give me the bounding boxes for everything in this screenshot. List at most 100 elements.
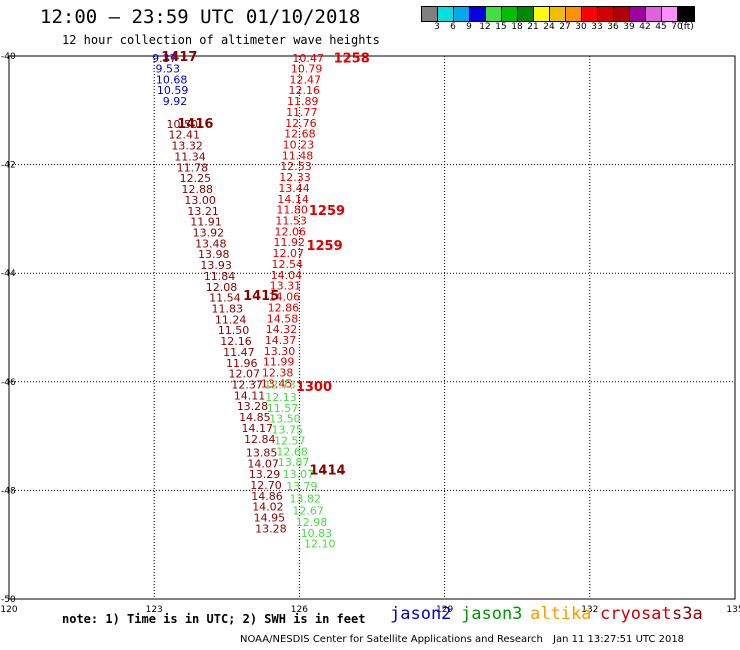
chart-title: 12:00 – 23:59 UTC 01/10/2018: [40, 6, 361, 28]
wave-height-value: 10.23: [283, 139, 315, 152]
wave-height-value: 14.04: [271, 269, 303, 282]
wave-height-value: 13.98: [198, 248, 230, 261]
longitude-tick-label: 132: [581, 605, 598, 615]
wave-height-value: 12.76: [285, 117, 317, 130]
footer-note: note: 1) Time is in UTC; 2) SWH is in fe…: [62, 612, 366, 626]
wave-height-value: 12.67: [292, 504, 324, 517]
color-swatch: [646, 7, 662, 21]
wave-height-value: 12.57: [274, 434, 306, 447]
wave-height-value: 10.79: [291, 62, 323, 75]
legend-cryosat: cryosat: [600, 604, 672, 624]
wave-height-value: 14.06: [269, 291, 301, 304]
color-scale-label: 27: [559, 22, 571, 32]
pass-time-label: 1417: [161, 50, 197, 65]
wave-height-value: 10.50: [167, 118, 199, 131]
wave-height-value: 11.34: [174, 150, 206, 163]
wave-height-value: 11.80: [276, 204, 308, 217]
longitude-tick-label: 129: [436, 605, 453, 615]
color-swatch: [662, 7, 678, 21]
color-swatch: [550, 7, 566, 21]
wave-height-value: 13.82: [289, 493, 321, 506]
color-swatch: [598, 7, 614, 21]
plot-frame: [8, 55, 736, 600]
latitude-tick-label: -48: [1, 486, 16, 496]
wave-height-value: 13.50: [269, 413, 301, 426]
wave-height-value: 14.86: [251, 490, 283, 503]
wave-height-value: 12.10: [304, 538, 336, 551]
pass-time-label: 1300: [296, 380, 332, 395]
wave-height-value: 11.77: [286, 106, 318, 119]
wave-height-value: 12.06: [274, 225, 306, 238]
wave-height-value: 14.58: [267, 312, 299, 325]
wave-height-value: 11.91: [190, 216, 222, 229]
wave-height-value: 13.32: [171, 140, 203, 153]
wave-height-value: 13.93: [200, 259, 232, 272]
color-scale-label: 24: [543, 22, 555, 32]
color-swatch: [582, 7, 598, 21]
wave-height-value: 14.85: [239, 411, 271, 424]
pass-time-label: 1416: [177, 117, 213, 132]
wave-height-value: 11.89: [287, 95, 319, 108]
legend-jason3: jason3: [461, 604, 523, 624]
wave-height-value: 11.24: [215, 313, 247, 326]
pass-time-label: 1258: [334, 52, 370, 67]
color-scale-label: 33: [591, 22, 603, 32]
wave-height-value: 13.85: [246, 446, 278, 459]
wave-height-value: 12.98: [296, 516, 328, 529]
wave-height-value: 12.41: [168, 129, 200, 142]
color-scale-labels: 3 6 9 12 15 18 21 24 27 30 33 36 39 42 45 70 (ft): [421, 22, 740, 34]
wave-height-value: 11.54: [209, 292, 241, 305]
wave-height-value: 11.57: [267, 402, 299, 415]
pass-time-label: 1259: [306, 239, 342, 254]
wave-height-value: 14.02: [252, 501, 284, 514]
latitude-tick-label: -46: [1, 378, 16, 388]
color-scale-label: 70: [671, 22, 683, 32]
chart-subtitle: 12 hour collection of altimeter wave hei…: [62, 33, 380, 47]
wave-height-value: 12.07: [228, 368, 260, 381]
wave-height-value: 12.16: [288, 84, 320, 97]
wave-height-value: 10.47: [292, 52, 324, 65]
wave-height-value: 13.28: [255, 522, 287, 535]
longitude-tick-label: 135: [726, 605, 740, 615]
wave-height-value: 10.83: [301, 527, 333, 540]
pass-time-label: 1259: [309, 204, 345, 219]
wave-height-value: 12.07: [273, 247, 305, 260]
wave-height-value: 13.31: [270, 280, 302, 293]
wave-height-value: 12.16: [220, 335, 252, 348]
wave-height-value: 13.92: [193, 226, 225, 239]
color-swatch: [534, 7, 550, 21]
color-scale-label: 42: [639, 22, 651, 32]
color-swatch: [486, 7, 502, 21]
wave-height-value: 10.68: [156, 73, 188, 86]
wave-height-value: 12.84: [244, 433, 276, 446]
wave-height-value: 14.17: [242, 422, 274, 435]
wave-height-value: 12.68: [284, 128, 316, 141]
wave-height-value: 14.95: [254, 512, 286, 525]
color-swatch: [422, 7, 438, 21]
longitude-tick-label: 123: [146, 605, 163, 615]
wave-height-value: 11.78: [177, 161, 209, 174]
wave-height-value: 13.79: [286, 480, 318, 493]
wave-height-value: 12.88: [182, 183, 214, 196]
color-swatch: [438, 7, 454, 21]
color-scale-bar: [421, 6, 695, 22]
wave-height-value: 14.32: [266, 323, 298, 336]
wave-height-value: 12.25: [180, 172, 212, 185]
wave-height-value: 9.92: [163, 95, 188, 108]
wave-height-value: 11.83: [212, 302, 244, 315]
wave-height-value: 14.07: [247, 457, 279, 470]
wave-height-value: 12.53: [280, 160, 312, 173]
wave-height-value: 11.53: [275, 215, 307, 228]
latitude-tick-label: -40: [1, 52, 16, 62]
legend-altika: altika: [530, 604, 592, 624]
wave-height-value: 13.45: [261, 377, 293, 390]
latitude-tick-label: -42: [1, 161, 16, 171]
legend-s3a: s3a: [672, 604, 703, 624]
wave-height-value: 12.37: [231, 379, 263, 392]
wave-height-value: 9.53: [156, 62, 181, 75]
wave-height-value: 11.47: [223, 346, 255, 359]
wave-height-value: 11.92: [273, 236, 305, 249]
wave-height-value: 10.59: [157, 84, 189, 97]
longitude-tick-label: 120: [0, 605, 17, 615]
color-scale-label: 21: [527, 22, 539, 32]
